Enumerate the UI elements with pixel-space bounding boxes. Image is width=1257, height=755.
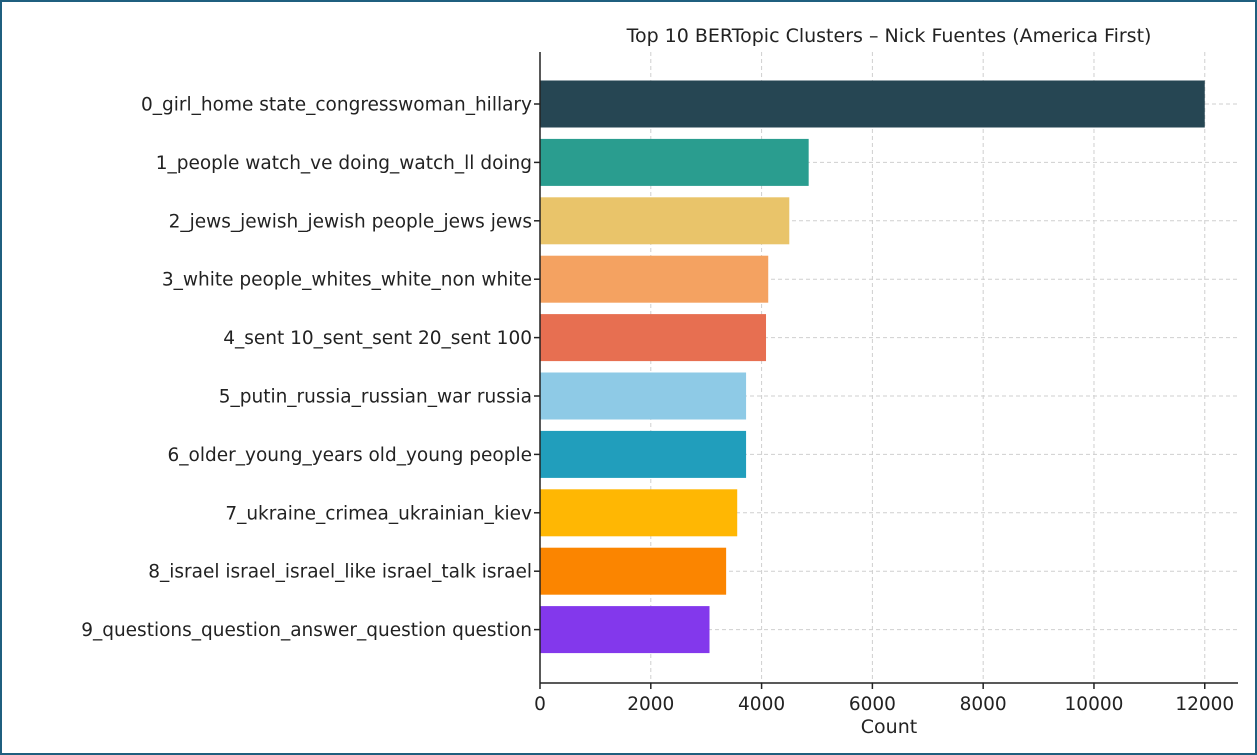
- bar-4: [540, 314, 766, 361]
- x-tick-label: 8000: [960, 694, 1007, 715]
- category-labels: 0_girl_home state_congresswoman_hillary 1…: [81, 95, 540, 642]
- category-label-6: 6_older_young_years old_young people: [168, 445, 532, 466]
- category-label-8: 8_israel israel_israel_like israel_talk …: [148, 562, 532, 583]
- category-label-3: 3_white people_whites_white_non white: [162, 270, 532, 291]
- category-label-0: 0_girl_home state_congresswoman_hillary: [141, 95, 532, 116]
- category-label-9: 9_questions_question_answer_question que…: [81, 620, 532, 641]
- x-axis-label: Count: [861, 716, 917, 738]
- category-label-4: 4_sent 10_sent_sent 20_sent 100: [223, 328, 532, 349]
- x-tick-label: 0: [534, 694, 546, 715]
- category-label-7: 7_ukraine_crimea_ukrainian_kiev: [225, 503, 532, 524]
- bar-1: [540, 139, 809, 186]
- bar-7: [540, 489, 737, 536]
- x-tick-labels: 0 2000 4000 6000 8000 10000 12000: [534, 683, 1234, 715]
- x-tick-label: 10000: [1065, 694, 1124, 715]
- x-tick-label: 2000: [627, 694, 674, 715]
- bar-2: [540, 197, 789, 244]
- x-tick-label: 6000: [849, 694, 896, 715]
- bar-0: [540, 81, 1205, 128]
- category-label-2: 2_jews_jewish_jewish people_jews jews: [169, 211, 532, 232]
- chart-title: Top 10 BERTopic Clusters – Nick Fuentes …: [626, 25, 1152, 47]
- category-label-1: 1_people watch_ve doing_watch_ll doing: [156, 153, 532, 174]
- x-tick-label: 12000: [1175, 694, 1234, 715]
- bar-3: [540, 256, 768, 303]
- category-label-5: 5_putin_russia_russian_war russia: [219, 387, 532, 408]
- bar-5: [540, 373, 746, 420]
- bar-6: [540, 431, 746, 478]
- bar-8: [540, 548, 726, 595]
- bar-9: [540, 606, 710, 653]
- x-tick-label: 4000: [738, 694, 785, 715]
